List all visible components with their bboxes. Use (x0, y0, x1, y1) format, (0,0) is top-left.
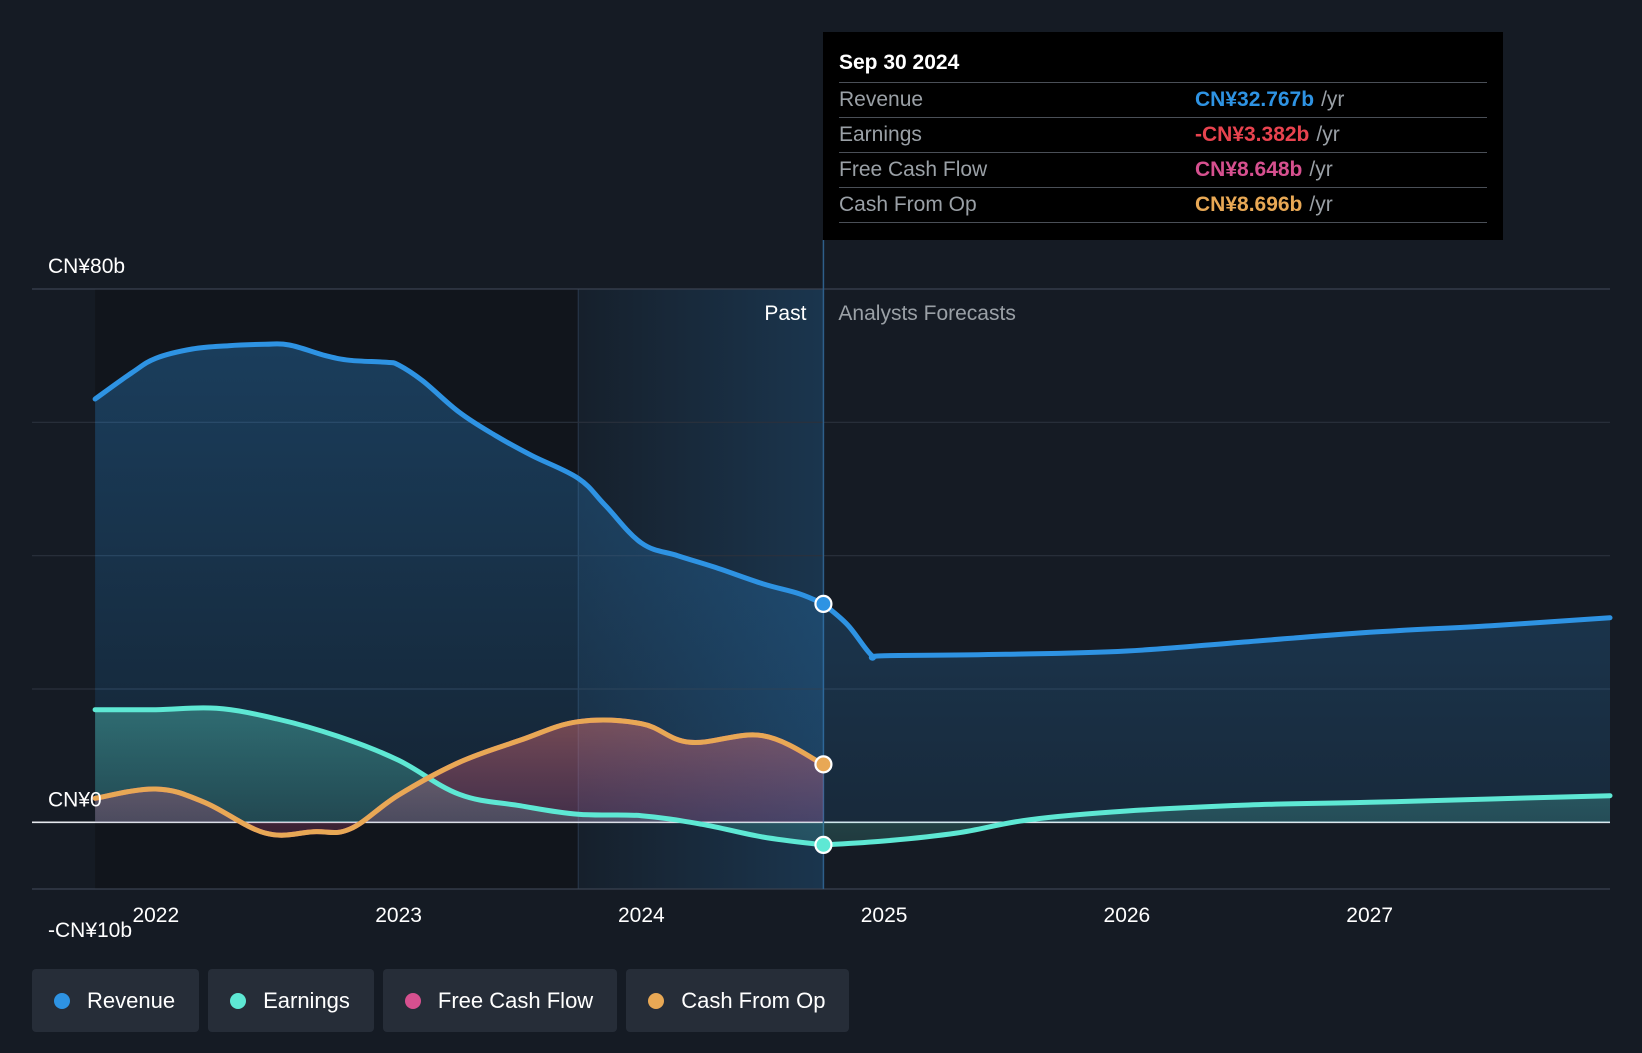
legend-label: Cash From Op (681, 987, 826, 1013)
marker-earnings (814, 835, 833, 854)
marker-cash-from-op (814, 755, 833, 774)
tooltip-unit: /yr (1321, 88, 1345, 111)
tooltip-value-free-cash-flow: CN¥8.648b (1195, 158, 1303, 181)
area-cash-from-op (95, 720, 824, 836)
legend-label: Free Cash Flow (437, 987, 594, 1013)
line-cash-from-op (92, 717, 826, 838)
tooltip-value-revenue: CN¥32.767b (1195, 88, 1315, 111)
tooltip-date: Sep 30 2024 (839, 51, 960, 74)
data-tooltip: Sep 30 2024 Revenue CN¥32.767b /yr Earni… (823, 32, 1503, 240)
tooltip-label: Cash From Op (839, 193, 977, 216)
line-revenue (92, 341, 826, 607)
legend-dot-icon (54, 992, 70, 1009)
legend-dot-icon (230, 992, 247, 1009)
tooltip-unit: /yr (1309, 193, 1333, 216)
tooltip-label: Free Cash Flow (839, 158, 988, 181)
legend-item-free-cash-flow[interactable]: Free Cash Flow (382, 969, 618, 1032)
y-axis-label: CN¥80b (48, 255, 125, 278)
tooltip-unit: /yr (1316, 123, 1340, 146)
legend-dot-icon (404, 992, 421, 1009)
legend-label: Revenue (87, 987, 176, 1013)
x-tick-label: 2022 (132, 904, 179, 927)
tooltip-label: Revenue (839, 88, 924, 111)
marker-revenue (814, 594, 833, 613)
x-tick-label: 2027 (1346, 904, 1393, 927)
forecast-label: Analysts Forecasts (838, 302, 1015, 325)
line-earnings-forecast (820, 793, 1613, 848)
area-revenue (95, 343, 1611, 823)
tooltip-unit: /yr (1309, 158, 1333, 181)
legend-item-earnings[interactable]: Earnings (208, 969, 374, 1032)
legend-label: Earnings (263, 987, 350, 1013)
tooltip-row-free-cash-flow: Free Cash Flow CN¥8.648b /yr (839, 152, 1487, 187)
y-axis-label: -CN¥10b (48, 919, 132, 942)
tooltip-value-earnings: -CN¥3.382b (1195, 123, 1310, 146)
line-earnings (92, 705, 826, 848)
x-tick-label: 2023 (375, 904, 422, 927)
tooltip-label: Earnings (839, 123, 922, 146)
legend-item-cash-from-op[interactable]: Cash From Op (626, 969, 850, 1032)
legend-item-revenue[interactable]: Revenue (32, 969, 200, 1032)
line-revenue-forecast (820, 601, 1613, 661)
tooltip-row-cash-from-op: Cash From Op CN¥8.696b /yr (839, 187, 1487, 223)
x-tick-label: 2025 (861, 904, 908, 927)
y-axis-label: CN¥0 (48, 788, 102, 811)
legend-dot-icon (648, 992, 665, 1009)
tooltip-value-cash-from-op: CN¥8.696b (1195, 193, 1303, 216)
tooltip-row-revenue: Revenue CN¥32.767b /yr (839, 82, 1487, 117)
chart-legend: Revenue Earnings Free Cash Flow Cash Fro… (32, 969, 850, 1032)
past-label: Past (764, 302, 806, 325)
tooltip-row-earnings: Earnings -CN¥3.382b /yr (839, 117, 1487, 152)
x-tick-label: 2026 (1104, 904, 1151, 927)
x-tick-label: 2024 (618, 904, 665, 927)
